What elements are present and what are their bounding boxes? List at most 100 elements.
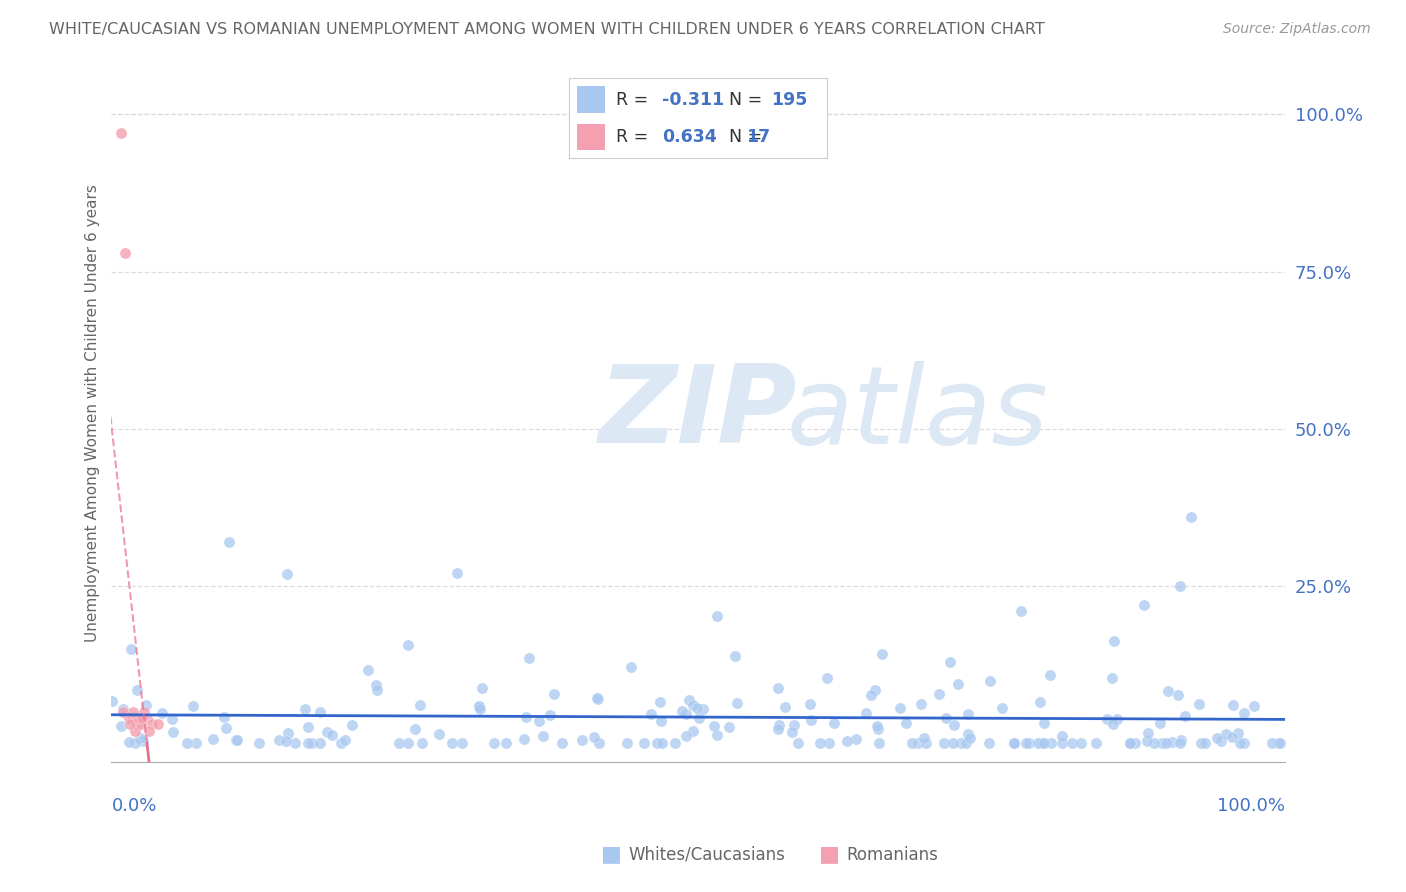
Point — [543, 687, 565, 701]
Point — [120, 717, 142, 731]
Point — [1168, 579, 1191, 593]
Point — [935, 711, 957, 725]
Point — [150, 706, 173, 721]
Point — [837, 734, 859, 748]
Point — [780, 724, 803, 739]
Point — [1052, 729, 1074, 743]
Point — [956, 706, 979, 721]
Point — [766, 722, 789, 736]
Point — [121, 705, 143, 719]
Point — [388, 736, 411, 750]
Point — [706, 609, 728, 624]
Point — [1002, 736, 1025, 750]
Point — [247, 736, 270, 750]
Point — [1261, 736, 1284, 750]
Point — [1267, 736, 1289, 750]
Point — [645, 736, 668, 750]
Point — [1070, 736, 1092, 750]
Point — [162, 725, 184, 739]
Point — [127, 711, 149, 725]
Point — [467, 700, 489, 714]
Point — [538, 707, 561, 722]
Point — [1229, 736, 1251, 750]
Point — [121, 711, 143, 725]
Point — [330, 736, 353, 750]
Point — [135, 698, 157, 713]
Point — [889, 701, 911, 715]
Point — [277, 726, 299, 740]
Point — [125, 682, 148, 697]
Point — [959, 731, 981, 746]
Point — [783, 717, 806, 731]
Point — [586, 691, 609, 706]
Point — [316, 724, 339, 739]
Point — [787, 736, 810, 750]
Point — [495, 736, 517, 750]
Point — [703, 719, 725, 733]
Point — [396, 736, 419, 750]
Point — [269, 733, 291, 747]
Point — [977, 736, 1000, 750]
Point — [860, 688, 883, 702]
Point — [865, 683, 887, 698]
Point — [408, 698, 430, 712]
Point — [148, 717, 170, 731]
Point — [586, 692, 609, 706]
Point — [118, 711, 141, 725]
Point — [633, 736, 655, 750]
Point — [531, 730, 554, 744]
Point — [301, 736, 323, 750]
Point — [868, 722, 890, 736]
Point — [1226, 726, 1249, 740]
Point — [773, 700, 796, 714]
Point — [800, 713, 823, 727]
Text: atlas: atlas — [786, 360, 1049, 466]
Point — [225, 733, 247, 747]
Point — [110, 126, 132, 140]
Point — [1150, 736, 1173, 750]
Point — [276, 566, 298, 581]
Point — [664, 736, 686, 750]
Point — [1119, 736, 1142, 750]
Point — [650, 695, 672, 709]
Point — [1149, 716, 1171, 731]
Point — [640, 706, 662, 721]
Point — [1215, 727, 1237, 741]
Point — [515, 710, 537, 724]
Point — [1209, 734, 1232, 748]
Point — [138, 723, 160, 738]
Point — [1039, 736, 1062, 750]
Point — [129, 731, 152, 745]
Point — [845, 732, 868, 747]
Point — [396, 638, 419, 652]
Point — [1050, 736, 1073, 750]
Point — [215, 722, 238, 736]
Point — [901, 736, 924, 750]
Point — [1180, 510, 1202, 524]
Point — [914, 731, 936, 746]
Point — [616, 736, 638, 750]
Point — [855, 706, 877, 721]
Point — [124, 736, 146, 750]
Point — [1243, 699, 1265, 714]
Point — [141, 717, 163, 731]
Point — [1222, 698, 1244, 712]
Point — [817, 736, 839, 750]
Point — [706, 728, 728, 742]
Point — [297, 736, 319, 750]
Point — [1233, 706, 1256, 721]
Point — [201, 731, 224, 746]
Point — [1194, 736, 1216, 750]
Point — [1102, 717, 1125, 731]
Point — [1232, 736, 1254, 750]
Point — [588, 736, 610, 750]
Point — [866, 719, 889, 733]
Point — [132, 734, 155, 748]
Point — [118, 735, 141, 749]
Point — [1039, 667, 1062, 681]
Text: ■: ■ — [820, 845, 839, 864]
Point — [686, 701, 709, 715]
Point — [907, 736, 929, 750]
Point — [1010, 604, 1032, 618]
Point — [1220, 730, 1243, 744]
